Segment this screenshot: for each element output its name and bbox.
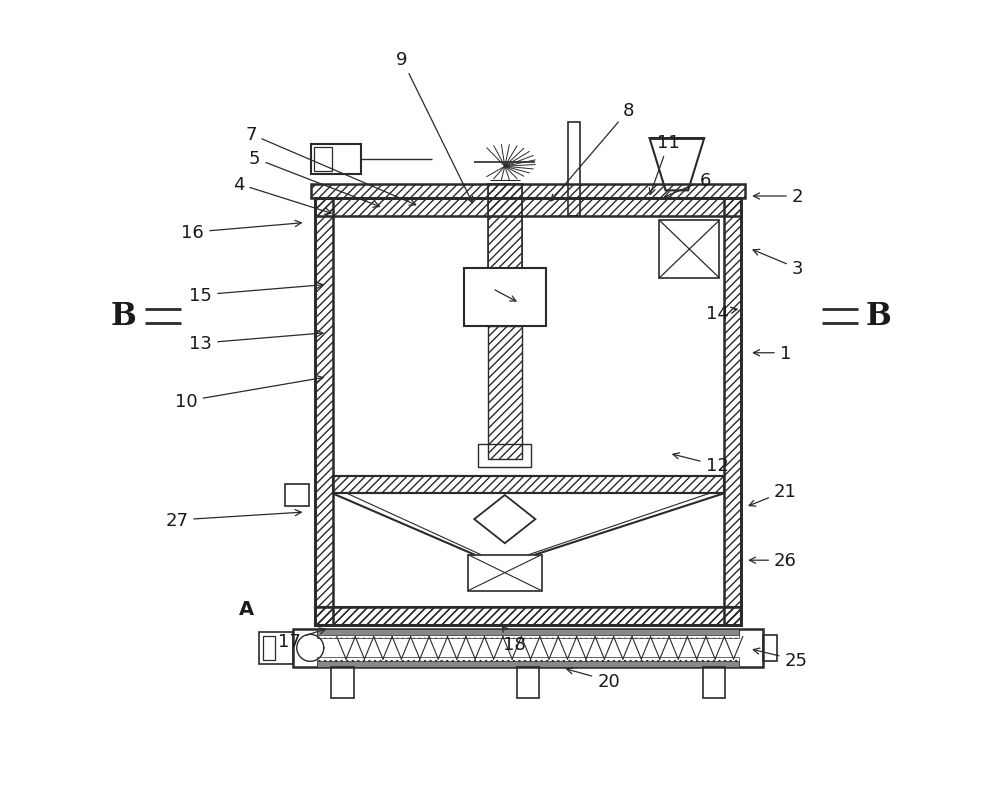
Bar	[488, 327, 522, 459]
Bar	[317, 629, 739, 638]
Text: 7: 7	[245, 126, 416, 206]
Bar	[314, 148, 332, 172]
Bar	[315, 199, 333, 625]
Bar	[468, 555, 542, 591]
Text: 25: 25	[753, 648, 807, 669]
Text: 12: 12	[673, 453, 729, 475]
Bar	[285, 484, 309, 507]
Text: 21: 21	[749, 483, 797, 507]
Bar	[488, 327, 522, 459]
Bar	[464, 269, 546, 327]
Bar	[568, 123, 580, 217]
Text: B: B	[111, 301, 137, 332]
Text: 17: 17	[278, 628, 326, 650]
Bar	[331, 667, 354, 698]
Text: 20: 20	[567, 668, 620, 690]
Bar	[315, 607, 741, 625]
Bar	[517, 667, 539, 698]
Bar	[315, 199, 741, 625]
Bar	[315, 607, 741, 625]
Text: 15: 15	[189, 283, 323, 304]
Text: 6: 6	[665, 172, 711, 198]
Text: 2: 2	[753, 188, 803, 206]
Bar	[315, 199, 333, 625]
Text: B: B	[866, 301, 892, 332]
Bar	[333, 476, 724, 494]
Bar	[317, 629, 739, 635]
Text: 16: 16	[181, 221, 301, 242]
Bar	[311, 185, 745, 199]
Bar	[333, 476, 724, 494]
Text: 4: 4	[233, 176, 331, 215]
Text: 3: 3	[753, 250, 803, 278]
Bar	[311, 185, 745, 199]
Text: 11: 11	[649, 134, 680, 195]
Bar	[488, 185, 522, 269]
Bar	[315, 607, 741, 625]
Bar	[311, 145, 361, 175]
Bar	[293, 629, 763, 667]
Bar	[488, 185, 522, 269]
Bar	[724, 199, 741, 625]
Text: 26: 26	[749, 552, 797, 569]
Text: 1: 1	[753, 344, 791, 362]
Text: A: A	[239, 599, 254, 618]
Bar	[315, 607, 741, 625]
Text: 10: 10	[175, 376, 323, 410]
Text: 8: 8	[551, 102, 634, 202]
Text: 14: 14	[706, 304, 737, 322]
Bar	[259, 632, 293, 664]
Bar	[315, 199, 741, 217]
Bar	[703, 667, 725, 698]
Bar	[315, 199, 741, 217]
Bar	[724, 199, 741, 625]
Text: 5: 5	[249, 150, 380, 208]
Bar	[263, 636, 275, 660]
Bar	[659, 221, 719, 279]
Bar	[478, 445, 531, 467]
Text: 9: 9	[396, 51, 472, 203]
Bar	[317, 658, 739, 667]
Text: 13: 13	[189, 331, 323, 353]
Bar	[763, 635, 777, 661]
Bar	[317, 661, 739, 667]
Text: 18: 18	[502, 626, 526, 653]
Text: 27: 27	[165, 510, 301, 529]
